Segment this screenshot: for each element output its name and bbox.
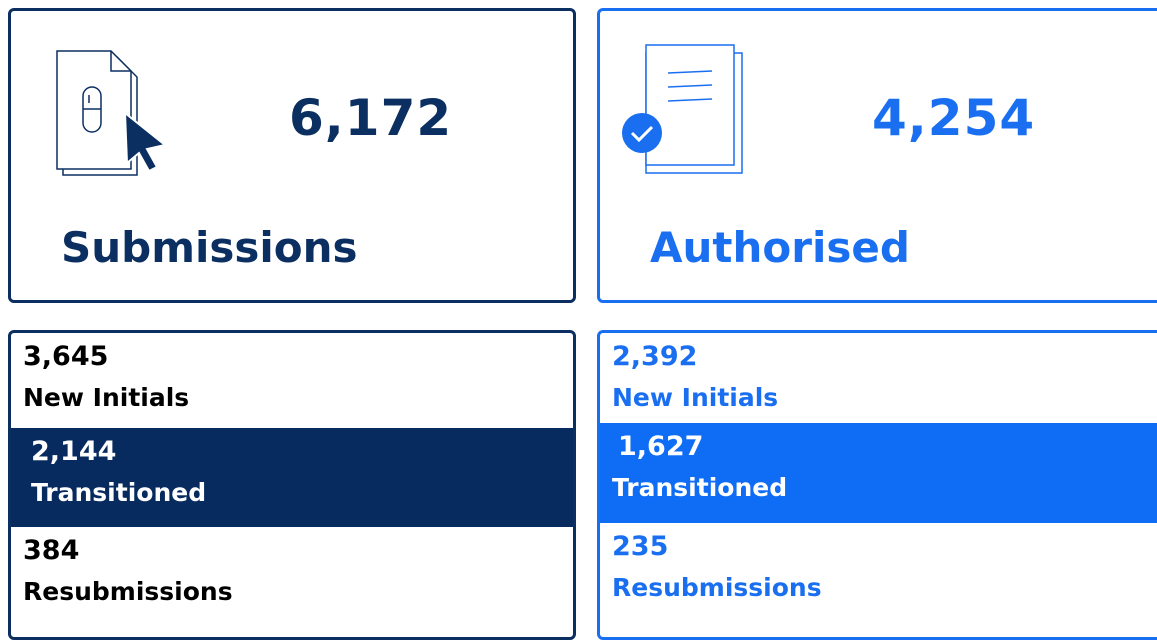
authorised-breakdown: 2,392 New Initials 1,627 Transitioned 235 R…: [597, 330, 1157, 640]
title: Authorised: [650, 223, 910, 272]
breakdown-row: 1,627 Transitioned: [600, 423, 1157, 523]
row-label: Transitioned: [31, 478, 207, 507]
breakdown-row: 235 Resubmissions: [600, 523, 1157, 637]
submissions-card: 6,172 Submissions: [8, 8, 576, 303]
submission-icon: [56, 50, 168, 176]
submissions-breakdown: 3,645 New Initials 2,144 Transitioned 384 R…: [8, 330, 576, 640]
row-value: 2,392: [612, 341, 698, 372]
breakdown-row: 2,144 Transitioned: [11, 428, 573, 527]
breakdown-row: 384 Resubmissions: [11, 527, 573, 637]
row-label: Resubmissions: [23, 577, 233, 606]
row-value: 3,645: [23, 341, 109, 372]
authorised-icon: [622, 44, 743, 174]
row-value: 235: [612, 531, 669, 562]
row-label: Resubmissions: [612, 573, 822, 602]
total: 4,254: [872, 89, 1036, 147]
row-label: New Initials: [23, 383, 190, 412]
breakdown-row: 3,645 New Initials: [11, 333, 573, 428]
row-value: 2,144: [31, 436, 117, 467]
authorised-card: 4,254 Authorised: [597, 8, 1157, 303]
row-value: 1,627: [618, 431, 704, 462]
row-label: New Initials: [612, 383, 779, 412]
total: 6,172: [289, 89, 453, 147]
row-label: Transitioned: [612, 473, 788, 502]
dashboard: 6,172 Submissions 4,254 Authorised 3,645…: [8, 8, 1157, 640]
row-value: 384: [23, 535, 80, 566]
breakdown-row: 2,392 New Initials: [600, 333, 1157, 428]
title: Submissions: [61, 223, 358, 272]
